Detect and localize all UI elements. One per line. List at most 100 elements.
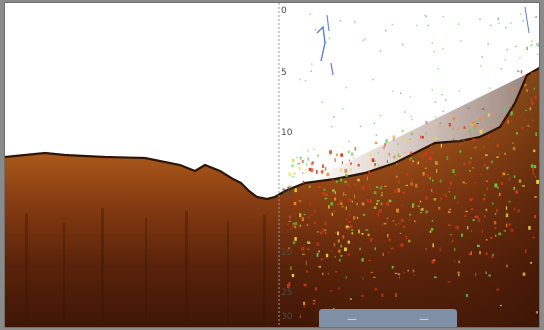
sonar-return-speckle [431, 191, 434, 193]
sonar-return-speckle [327, 272, 330, 275]
sonar-return-speckle [401, 130, 404, 132]
sonar-return-speckle [488, 274, 491, 277]
sonar-return-speckle [485, 238, 488, 241]
sonar-return-speckle [345, 194, 347, 196]
sonar-return-speckle [528, 226, 531, 230]
sonar-return-speckle [313, 299, 316, 302]
sonar-return-speckle [508, 200, 511, 203]
sonar-return-speckle [509, 106, 512, 108]
sonar-return-speckle [421, 155, 424, 158]
sonar-return-speckle [493, 221, 497, 225]
water-return-speckle [411, 118, 413, 121]
sonar-return-speckle [341, 161, 343, 165]
sonar-display[interactable]: 0 5 10 15 20 25 30 — — [4, 2, 540, 328]
sonar-return-speckle [325, 253, 329, 258]
sonar-return-speckle [430, 228, 434, 231]
sonar-return-speckle [424, 151, 428, 156]
sonar-return-speckle [370, 271, 374, 273]
sonar-return-speckle [474, 146, 477, 149]
sonar-return-speckle [454, 174, 457, 177]
sonar-return-speckle [362, 213, 366, 216]
sonar-return-speckle [431, 144, 433, 146]
sonar-return-speckle [534, 196, 537, 198]
sonar-return-speckle [458, 260, 460, 264]
sonar-return-speckle [347, 150, 350, 154]
water-return-speckle [424, 14, 426, 17]
sonar-return-speckle [403, 271, 405, 274]
sonar-return-speckle [397, 153, 400, 157]
sonar-return-speckle [439, 179, 442, 183]
water-return-speckle [503, 88, 505, 90]
sonar-return-speckle [373, 191, 377, 195]
sonar-return-speckle [388, 238, 391, 240]
sonar-return-speckle [337, 239, 340, 243]
water-return-speckle [345, 86, 347, 89]
sonar-return-speckle [304, 172, 307, 174]
sonar-return-speckle [515, 190, 519, 194]
sonar-return-speckle [368, 183, 370, 188]
sonar-return-speckle [398, 222, 401, 225]
sonar-return-speckle [532, 149, 536, 153]
sonar-return-speckle [530, 261, 532, 264]
water-return-speckle [379, 114, 382, 117]
sonar-return-speckle [377, 152, 379, 154]
sonar-return-speckle [471, 230, 473, 233]
sonar-return-speckle [399, 232, 402, 234]
sonar-return-speckle [312, 302, 316, 305]
sonar-return-speckle [405, 235, 407, 239]
sonar-return-speckle [497, 187, 499, 189]
sonar-return-speckle [472, 219, 475, 221]
sonar-return-speckle [496, 156, 499, 158]
sonar-return-speckle [410, 178, 413, 182]
sonar-return-speckle [457, 201, 459, 204]
sonar-return-speckle [535, 311, 538, 314]
sonar-return-speckle [429, 230, 432, 233]
sonar-return-speckle [388, 251, 390, 254]
sonar-return-speckle [472, 121, 475, 124]
water-return-speckle [441, 94, 443, 96]
sonar-return-speckle [402, 191, 406, 194]
sonar-return-speckle [515, 132, 518, 135]
sonar-return-speckle [412, 269, 415, 273]
sonar-return-speckle [345, 225, 349, 229]
sonar-return-speckle [388, 239, 391, 242]
sonar-return-speckle [303, 283, 307, 287]
sonar-return-speckle [303, 305, 305, 308]
sonar-return-speckle [477, 218, 481, 222]
sonar-return-speckle [334, 191, 336, 194]
sonar-return-speckle [370, 238, 373, 242]
water-return-speckle [348, 140, 350, 143]
sonar-return-speckle [351, 232, 354, 235]
water-return-speckle [480, 65, 482, 67]
sonar-return-speckle [455, 226, 457, 229]
sonar-return-speckle [386, 217, 389, 220]
sonar-return-speckle [485, 252, 488, 256]
sonar-return-speckle [414, 220, 416, 223]
bar-left-dash-icon[interactable]: — [347, 314, 357, 325]
water-return-speckle [400, 92, 402, 95]
water-return-speckle [435, 116, 437, 118]
water-return-speckle [537, 45, 539, 47]
sonar-return-speckle [297, 162, 301, 165]
sonar-return-speckle [345, 218, 349, 220]
sonar-return-speckle [506, 223, 508, 227]
sonar-return-speckle [290, 266, 292, 270]
sonar-return-speckle [436, 163, 439, 165]
sonar-return-speckle [291, 274, 295, 277]
bottom-control-bar[interactable]: — — [319, 309, 457, 327]
sonar-return-speckle [334, 158, 336, 162]
bar-right-dash-icon[interactable]: — [419, 314, 429, 325]
sonar-return-speckle [315, 287, 317, 291]
sonar-return-speckle [510, 111, 513, 116]
sonar-return-speckle [376, 202, 378, 205]
sonar-return-speckle [318, 250, 320, 253]
sonar-return-speckle [479, 251, 481, 255]
sonar-return-speckle [350, 162, 352, 165]
sonar-return-speckle [424, 167, 428, 169]
water-return-speckle [490, 24, 492, 27]
sonar-echogram [5, 3, 539, 327]
sonar-return-speckle [314, 209, 316, 213]
water-return-speckle [442, 15, 445, 18]
sonar-return-speckle [291, 176, 295, 178]
sonar-return-speckle [293, 201, 297, 206]
